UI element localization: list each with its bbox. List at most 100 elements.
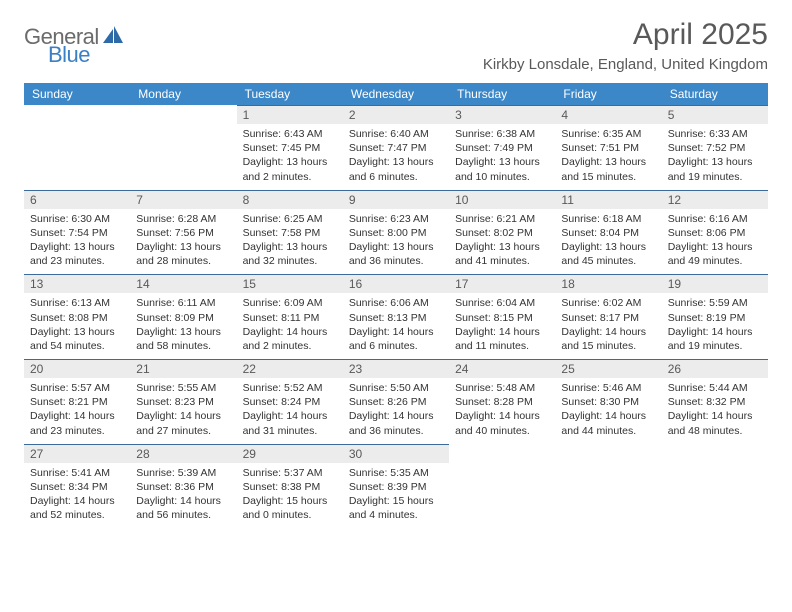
calendar-day-cell: 21Sunrise: 5:55 AMSunset: 8:23 PMDayligh… — [130, 359, 236, 444]
day-number: 25 — [555, 360, 661, 378]
day-number: 16 — [343, 275, 449, 293]
weekday-header: Sunday — [24, 83, 130, 105]
header: General Blue April 2025 Kirkby Lonsdale,… — [24, 18, 768, 73]
calendar-day-cell: 12Sunrise: 6:16 AMSunset: 8:06 PMDayligh… — [662, 190, 768, 275]
calendar-day-cell: 16Sunrise: 6:06 AMSunset: 8:13 PMDayligh… — [343, 274, 449, 359]
calendar-day-cell: 5Sunrise: 6:33 AMSunset: 7:52 PMDaylight… — [662, 105, 768, 190]
weekday-header: Friday — [555, 83, 661, 105]
calendar-day-cell: 18Sunrise: 6:02 AMSunset: 8:17 PMDayligh… — [555, 274, 661, 359]
day-number: 26 — [662, 360, 768, 378]
day-content: Sunrise: 5:52 AMSunset: 8:24 PMDaylight:… — [237, 378, 343, 444]
calendar-empty-cell — [555, 444, 661, 529]
calendar-empty-cell — [449, 444, 555, 529]
calendar-day-cell: 14Sunrise: 6:11 AMSunset: 8:09 PMDayligh… — [130, 274, 236, 359]
logo-sail-icon — [103, 26, 125, 49]
calendar-day-cell: 10Sunrise: 6:21 AMSunset: 8:02 PMDayligh… — [449, 190, 555, 275]
title-block: April 2025 Kirkby Lonsdale, England, Uni… — [483, 18, 768, 73]
calendar-table: SundayMondayTuesdayWednesdayThursdayFrid… — [24, 83, 768, 528]
weekday-header: Saturday — [662, 83, 768, 105]
day-content: Sunrise: 5:39 AMSunset: 8:36 PMDaylight:… — [130, 463, 236, 529]
weekday-header-row: SundayMondayTuesdayWednesdayThursdayFrid… — [24, 83, 768, 105]
day-content: Sunrise: 5:55 AMSunset: 8:23 PMDaylight:… — [130, 378, 236, 444]
calendar-day-cell: 28Sunrise: 5:39 AMSunset: 8:36 PMDayligh… — [130, 444, 236, 529]
calendar-day-cell: 30Sunrise: 5:35 AMSunset: 8:39 PMDayligh… — [343, 444, 449, 529]
calendar-day-cell: 25Sunrise: 5:46 AMSunset: 8:30 PMDayligh… — [555, 359, 661, 444]
day-content: Sunrise: 5:48 AMSunset: 8:28 PMDaylight:… — [449, 378, 555, 444]
day-content: Sunrise: 6:21 AMSunset: 8:02 PMDaylight:… — [449, 209, 555, 275]
day-content: Sunrise: 6:09 AMSunset: 8:11 PMDaylight:… — [237, 293, 343, 359]
day-content: Sunrise: 5:44 AMSunset: 8:32 PMDaylight:… — [662, 378, 768, 444]
calendar-day-cell: 19Sunrise: 5:59 AMSunset: 8:19 PMDayligh… — [662, 274, 768, 359]
weekday-header: Tuesday — [237, 83, 343, 105]
calendar-day-cell: 20Sunrise: 5:57 AMSunset: 8:21 PMDayligh… — [24, 359, 130, 444]
calendar-day-cell: 13Sunrise: 6:13 AMSunset: 8:08 PMDayligh… — [24, 274, 130, 359]
day-number: 24 — [449, 360, 555, 378]
calendar-week-row: 20Sunrise: 5:57 AMSunset: 8:21 PMDayligh… — [24, 359, 768, 444]
day-number: 20 — [24, 360, 130, 378]
day-number: 10 — [449, 191, 555, 209]
location-text: Kirkby Lonsdale, England, United Kingdom — [483, 56, 768, 73]
day-content: Sunrise: 5:59 AMSunset: 8:19 PMDaylight:… — [662, 293, 768, 359]
day-content: Sunrise: 6:18 AMSunset: 8:04 PMDaylight:… — [555, 209, 661, 275]
day-content: Sunrise: 6:38 AMSunset: 7:49 PMDaylight:… — [449, 124, 555, 190]
day-content: Sunrise: 6:35 AMSunset: 7:51 PMDaylight:… — [555, 124, 661, 190]
day-number: 23 — [343, 360, 449, 378]
day-content: Sunrise: 6:28 AMSunset: 7:56 PMDaylight:… — [130, 209, 236, 275]
day-content: Sunrise: 6:04 AMSunset: 8:15 PMDaylight:… — [449, 293, 555, 359]
day-content: Sunrise: 5:35 AMSunset: 8:39 PMDaylight:… — [343, 463, 449, 529]
calendar-day-cell: 8Sunrise: 6:25 AMSunset: 7:58 PMDaylight… — [237, 190, 343, 275]
calendar-day-cell: 22Sunrise: 5:52 AMSunset: 8:24 PMDayligh… — [237, 359, 343, 444]
calendar-empty-cell — [24, 105, 130, 190]
calendar-day-cell: 29Sunrise: 5:37 AMSunset: 8:38 PMDayligh… — [237, 444, 343, 529]
day-number: 6 — [24, 191, 130, 209]
calendar-day-cell: 11Sunrise: 6:18 AMSunset: 8:04 PMDayligh… — [555, 190, 661, 275]
day-content: Sunrise: 5:41 AMSunset: 8:34 PMDaylight:… — [24, 463, 130, 529]
calendar-week-row: 27Sunrise: 5:41 AMSunset: 8:34 PMDayligh… — [24, 444, 768, 529]
day-number: 19 — [662, 275, 768, 293]
day-content: Sunrise: 6:25 AMSunset: 7:58 PMDaylight:… — [237, 209, 343, 275]
day-number: 15 — [237, 275, 343, 293]
day-content: Sunrise: 6:11 AMSunset: 8:09 PMDaylight:… — [130, 293, 236, 359]
day-content: Sunrise: 6:13 AMSunset: 8:08 PMDaylight:… — [24, 293, 130, 359]
logo-text-blue: Blue — [48, 42, 90, 67]
day-content: Sunrise: 5:46 AMSunset: 8:30 PMDaylight:… — [555, 378, 661, 444]
calendar-day-cell: 7Sunrise: 6:28 AMSunset: 7:56 PMDaylight… — [130, 190, 236, 275]
day-content: Sunrise: 6:02 AMSunset: 8:17 PMDaylight:… — [555, 293, 661, 359]
day-number: 17 — [449, 275, 555, 293]
day-content: Sunrise: 6:30 AMSunset: 7:54 PMDaylight:… — [24, 209, 130, 275]
day-number: 5 — [662, 106, 768, 124]
calendar-day-cell: 15Sunrise: 6:09 AMSunset: 8:11 PMDayligh… — [237, 274, 343, 359]
calendar-week-row: 13Sunrise: 6:13 AMSunset: 8:08 PMDayligh… — [24, 274, 768, 359]
day-number: 21 — [130, 360, 236, 378]
day-number: 11 — [555, 191, 661, 209]
weekday-header: Monday — [130, 83, 236, 105]
day-content: Sunrise: 6:23 AMSunset: 8:00 PMDaylight:… — [343, 209, 449, 275]
day-content: Sunrise: 6:33 AMSunset: 7:52 PMDaylight:… — [662, 124, 768, 190]
day-content: Sunrise: 6:06 AMSunset: 8:13 PMDaylight:… — [343, 293, 449, 359]
day-number: 30 — [343, 445, 449, 463]
day-number: 4 — [555, 106, 661, 124]
day-number: 18 — [555, 275, 661, 293]
calendar-body: 1Sunrise: 6:43 AMSunset: 7:45 PMDaylight… — [24, 105, 768, 528]
day-content: Sunrise: 6:16 AMSunset: 8:06 PMDaylight:… — [662, 209, 768, 275]
day-number: 22 — [237, 360, 343, 378]
day-number: 8 — [237, 191, 343, 209]
page-title: April 2025 — [483, 18, 768, 52]
weekday-header: Thursday — [449, 83, 555, 105]
calendar-day-cell: 6Sunrise: 6:30 AMSunset: 7:54 PMDaylight… — [24, 190, 130, 275]
day-content: Sunrise: 5:37 AMSunset: 8:38 PMDaylight:… — [237, 463, 343, 529]
day-number: 9 — [343, 191, 449, 209]
day-number: 27 — [24, 445, 130, 463]
calendar-day-cell: 27Sunrise: 5:41 AMSunset: 8:34 PMDayligh… — [24, 444, 130, 529]
day-content: Sunrise: 5:57 AMSunset: 8:21 PMDaylight:… — [24, 378, 130, 444]
day-number: 7 — [130, 191, 236, 209]
weekday-header: Wednesday — [343, 83, 449, 105]
calendar-week-row: 1Sunrise: 6:43 AMSunset: 7:45 PMDaylight… — [24, 105, 768, 190]
day-number: 13 — [24, 275, 130, 293]
calendar-day-cell: 1Sunrise: 6:43 AMSunset: 7:45 PMDaylight… — [237, 105, 343, 190]
calendar-day-cell: 9Sunrise: 6:23 AMSunset: 8:00 PMDaylight… — [343, 190, 449, 275]
day-number: 1 — [237, 106, 343, 124]
day-number: 14 — [130, 275, 236, 293]
calendar-empty-cell — [662, 444, 768, 529]
day-number: 29 — [237, 445, 343, 463]
